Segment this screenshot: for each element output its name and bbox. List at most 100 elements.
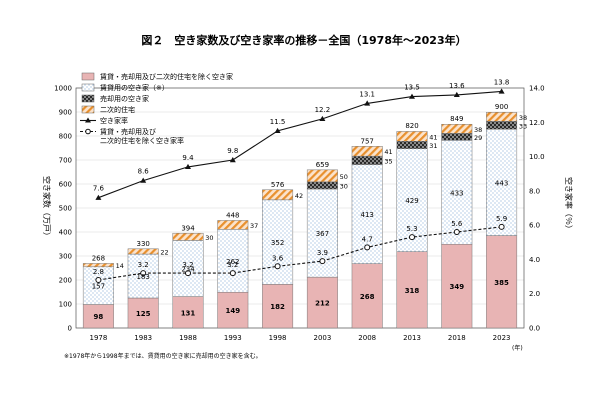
bar-segment-secondary [351, 146, 383, 157]
bar-segment-sale [441, 133, 473, 141]
total-label: 849 [450, 115, 463, 123]
legend-label: 売却用の空き家 [100, 94, 149, 103]
line-point [274, 127, 281, 134]
data-label: 234 [181, 265, 195, 273]
data-label: 212 [315, 300, 330, 308]
bar-segment-secondary [217, 220, 249, 230]
legend-label: 二次的住宅 [100, 105, 135, 114]
line-point [453, 91, 460, 98]
legend-label: 賃貸用の空き家（※） [100, 83, 169, 92]
bar-segment-other [306, 276, 338, 329]
y-left-tick-label: 0 [68, 325, 72, 333]
line-label: 13.1 [359, 90, 375, 98]
bar-segment-sale [396, 141, 428, 149]
y-left-tick-label: 600 [59, 181, 72, 189]
line-point [140, 270, 147, 277]
data-label: 35 [384, 157, 392, 165]
y-right-tick-label: 8.0 [529, 187, 540, 195]
line-label: 13.8 [494, 78, 510, 86]
bar-segment-secondary [396, 131, 428, 142]
y-axis-left-label: 空き家数（万戸） [42, 176, 52, 240]
bar-segment-secondary [441, 123, 473, 134]
x-tick-label: 1993 [224, 334, 242, 342]
x-tick-label: 2018 [448, 334, 466, 342]
y-left-tick-label: 100 [59, 301, 72, 309]
data-label: 352 [271, 239, 284, 247]
legend-swatch [81, 105, 95, 114]
bar-segment-other [441, 243, 473, 329]
y-right-tick-label: 12.0 [529, 119, 545, 127]
line-point [498, 223, 505, 230]
bar-segment-rental [172, 240, 204, 297]
lines [95, 88, 505, 283]
line-point [364, 244, 371, 251]
y-right-tick-label: 10.0 [529, 153, 545, 161]
data-label: 29 [474, 134, 482, 142]
line-label: 13.5 [404, 84, 420, 92]
bar-segment-secondary [82, 263, 114, 268]
data-label: 30 [340, 182, 348, 190]
x-tick-label: 1978 [89, 334, 107, 342]
bars [82, 111, 518, 329]
data-label: 131 [181, 309, 196, 317]
line-label: 5.9 [496, 215, 507, 223]
line-label: 8.6 [138, 168, 150, 176]
bar-segment-other [351, 263, 383, 329]
x-tick-label: 2013 [403, 334, 421, 342]
bar-segment-other [262, 284, 294, 329]
data-label: 262 [226, 258, 239, 266]
legend-marker [85, 117, 91, 123]
x-axis-unit: (年) [512, 344, 523, 352]
plot-frame [75, 87, 525, 329]
legend-swatch [81, 94, 95, 103]
legend-label: 空き家率 [100, 116, 128, 125]
line-label: 5.6 [451, 220, 463, 228]
line-point [364, 100, 371, 106]
data-label: 30 [205, 234, 213, 242]
data-label: 367 [316, 230, 329, 238]
x-tick-label: 1998 [269, 334, 287, 342]
total-label: 757 [361, 137, 374, 145]
line-label: 3.2 [138, 261, 149, 269]
line-label: 9.8 [227, 147, 238, 155]
line-series-vacancy-rate [98, 90, 502, 199]
data-label: 318 [405, 287, 420, 295]
line-point [409, 93, 415, 99]
data-label: 50 [340, 173, 348, 181]
legend-swatch [81, 72, 95, 81]
bar-segment-secondary [306, 169, 338, 183]
y-left-tick-label: 500 [59, 205, 72, 213]
legend-label: 賃貸・売却用及び二次的住宅を除く空き家 [100, 72, 233, 81]
line-point [274, 263, 281, 270]
total-label: 448 [226, 211, 239, 219]
bar-segment-other [127, 297, 159, 329]
line-point [409, 234, 415, 241]
line-label: 7.6 [93, 185, 105, 193]
line-point [185, 270, 191, 277]
y-left-tick-label: 900 [59, 109, 72, 117]
chart-title: 図２ 空き家数及び空き家率の推移－全国（1978年～2023年） [141, 33, 466, 47]
line-label: 3.2 [182, 261, 193, 269]
y-left-tick-label: 800 [59, 133, 72, 141]
data-label: 42 [295, 192, 303, 200]
line-label: 11.5 [270, 118, 286, 126]
total-label: 576 [271, 181, 285, 189]
data-label: 182 [270, 303, 285, 311]
line-point [453, 229, 460, 235]
line-point [229, 270, 236, 277]
data-label: 268 [360, 293, 375, 301]
y-right-tick-label: 6.0 [529, 222, 540, 230]
y-right-tick-label: 2.0 [529, 290, 540, 298]
bar-segment-secondary [486, 111, 518, 122]
line-point [185, 163, 191, 170]
x-tick-label: 1988 [179, 334, 197, 342]
y-left-tick-label: 300 [59, 253, 72, 261]
bar-segment-sale [306, 181, 338, 190]
line-point [140, 177, 147, 183]
data-labels: 98 157 14 268 125 183 22 330 131 234 30 394 149 262 37… [92, 78, 527, 321]
bar-segment-other [396, 251, 428, 329]
data-label: 157 [92, 283, 105, 291]
data-label: 22 [160, 248, 168, 256]
data-label: 149 [225, 307, 240, 315]
